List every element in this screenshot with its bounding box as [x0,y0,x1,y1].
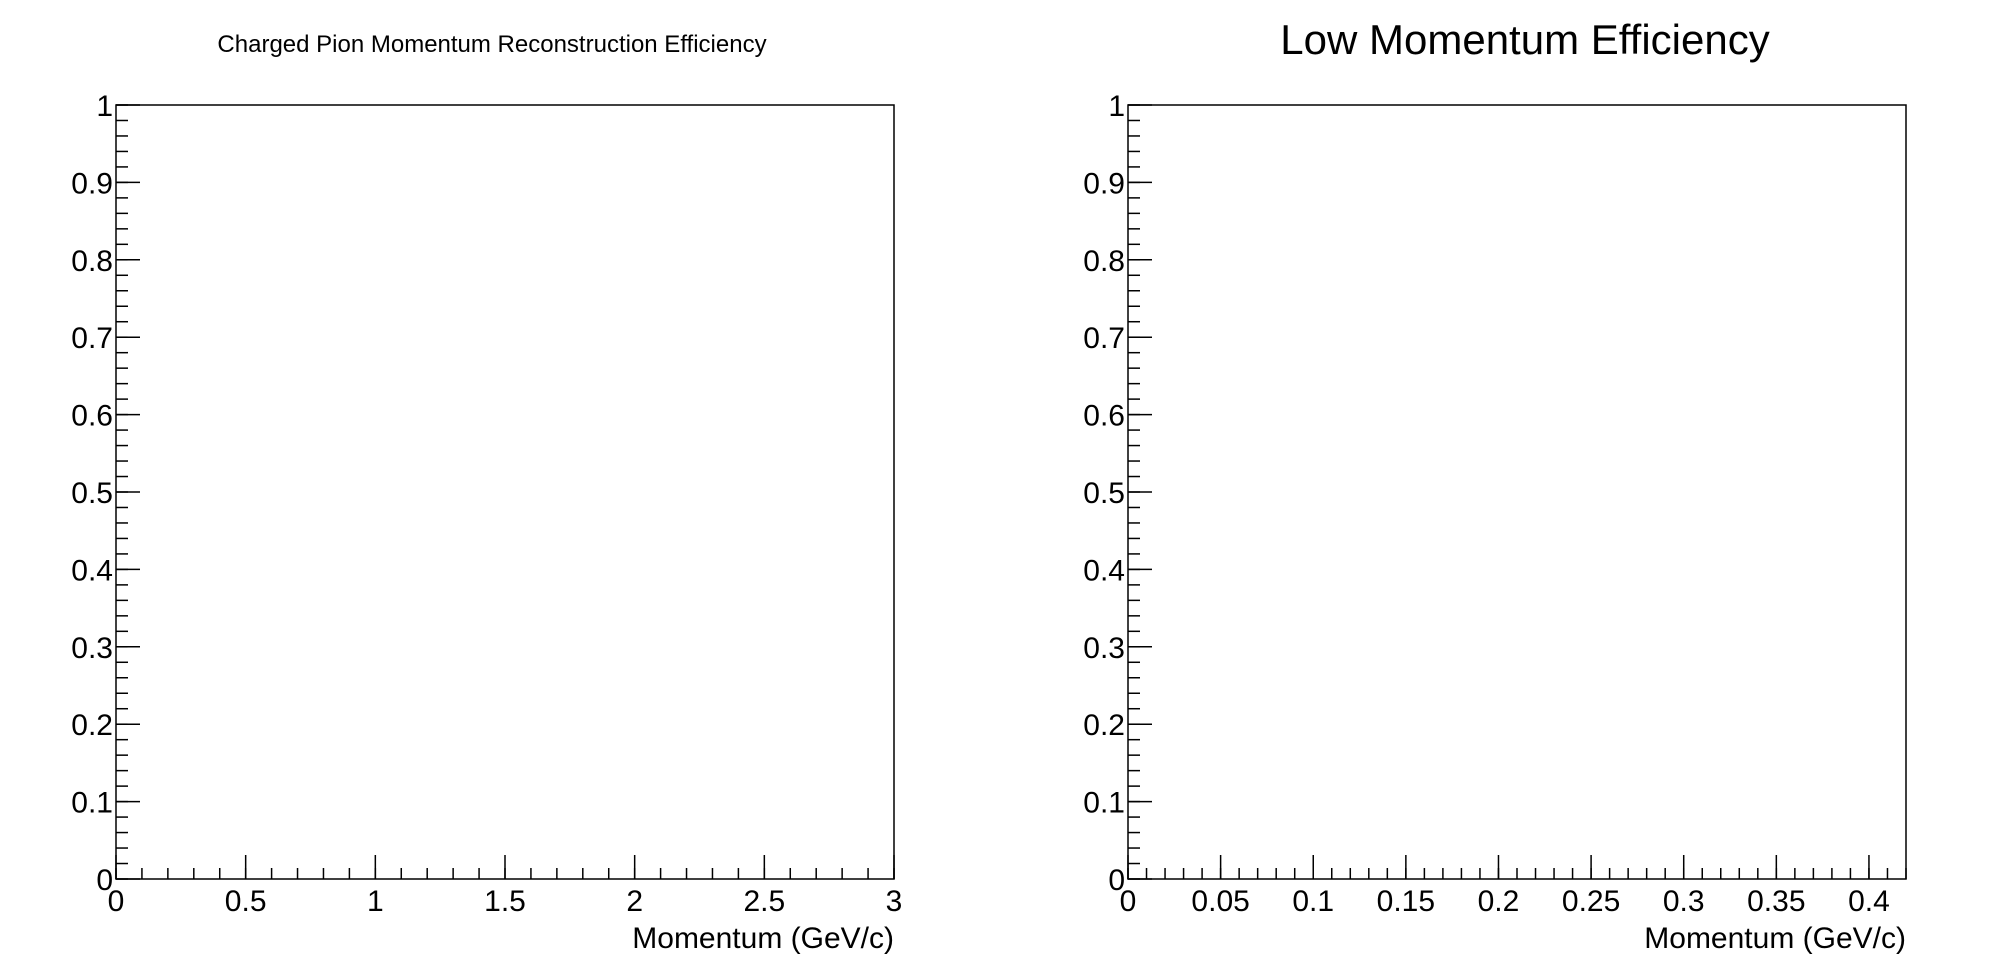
left-x-tick-label: 0.5 [225,885,267,918]
right-x-tick-label: 0 [1120,885,1137,918]
right-y-tick-label: 0.5 [1083,477,1125,510]
right-x-tick-label: 0.35 [1747,885,1805,918]
left-x-tick-label: 2 [626,885,643,918]
left-x-tick-label: 0 [108,885,125,918]
right-x-tick-label: 0.1 [1292,885,1334,918]
left-y-tick-label: 0.3 [71,632,113,665]
left-x-tick-label: 1 [367,885,384,918]
left-y-tick-label: 0.2 [71,709,113,742]
left-y-tick-label: 0.9 [71,167,113,200]
right-y-tick-label: 1 [1108,90,1125,123]
left-y-tick-label: 0.1 [71,787,113,820]
left-y-tick-label: 0 [96,864,113,897]
right-y-tick-label: 0.7 [1083,322,1125,355]
right-x-tick-label: 0.4 [1848,885,1890,918]
left-chart: Charged Pion Momentum Reconstruction Eff… [71,31,902,955]
right-y-tick-label: 0.2 [1083,709,1125,742]
left-axis-ticks: 0 0.5 1 1.5 2 2.5 3 0 0.1 0.2 0.3 0.4 0.5 0.6 0.7 0.8 0.… [71,90,902,918]
right-x-axis-label: Momentum (GeV/c) [1644,922,1906,955]
right-y-tick-label: 0.9 [1083,167,1125,200]
left-x-tick-label: 1.5 [484,885,526,918]
right-y-tick-label: 0 [1108,864,1125,897]
left-x-axis-label: Momentum (GeV/c) [632,922,894,955]
left-y-tick-label: 0.4 [71,554,113,587]
left-y-tick-label: 0.8 [71,245,113,278]
right-x-tick-label: 0.3 [1663,885,1705,918]
right-x-tick-label: 0.15 [1377,885,1435,918]
right-y-tick-label: 0.6 [1083,400,1125,433]
left-y-tick-label: 1 [96,90,113,123]
right-y-tick-label: 0.4 [1083,554,1125,587]
right-y-tick-label: 0.8 [1083,245,1125,278]
right-chart-title: Low Momentum Efficiency [1280,16,1769,63]
right-x-tick-label: 0.25 [1562,885,1620,918]
right-axis-ticks: 0 0.05 0.1 0.15 0.2 0.25 0.3 0.35 0.4 0 0.1 0.2 0.3 0… [1083,90,1907,918]
right-y-tick-label: 0.3 [1083,632,1125,665]
right-y-tick-label: 0.1 [1083,787,1125,820]
right-chart: Low Momentum Efficiency 0 0.05 0.1 0.15 0.2 0… [1083,16,1907,955]
left-y-tick-label: 0.6 [71,400,113,433]
left-x-tick-label: 3 [886,885,903,918]
left-plot-frame [115,104,895,880]
right-x-tick-label: 0.2 [1478,885,1520,918]
right-x-tick-label: 0.05 [1191,885,1249,918]
right-plot-frame [1127,104,1907,880]
left-y-tick-label: 0.5 [71,477,113,510]
left-chart-title: Charged Pion Momentum Reconstruction Eff… [217,31,766,58]
left-y-tick-label: 0.7 [71,322,113,355]
left-x-tick-label: 2.5 [743,885,785,918]
